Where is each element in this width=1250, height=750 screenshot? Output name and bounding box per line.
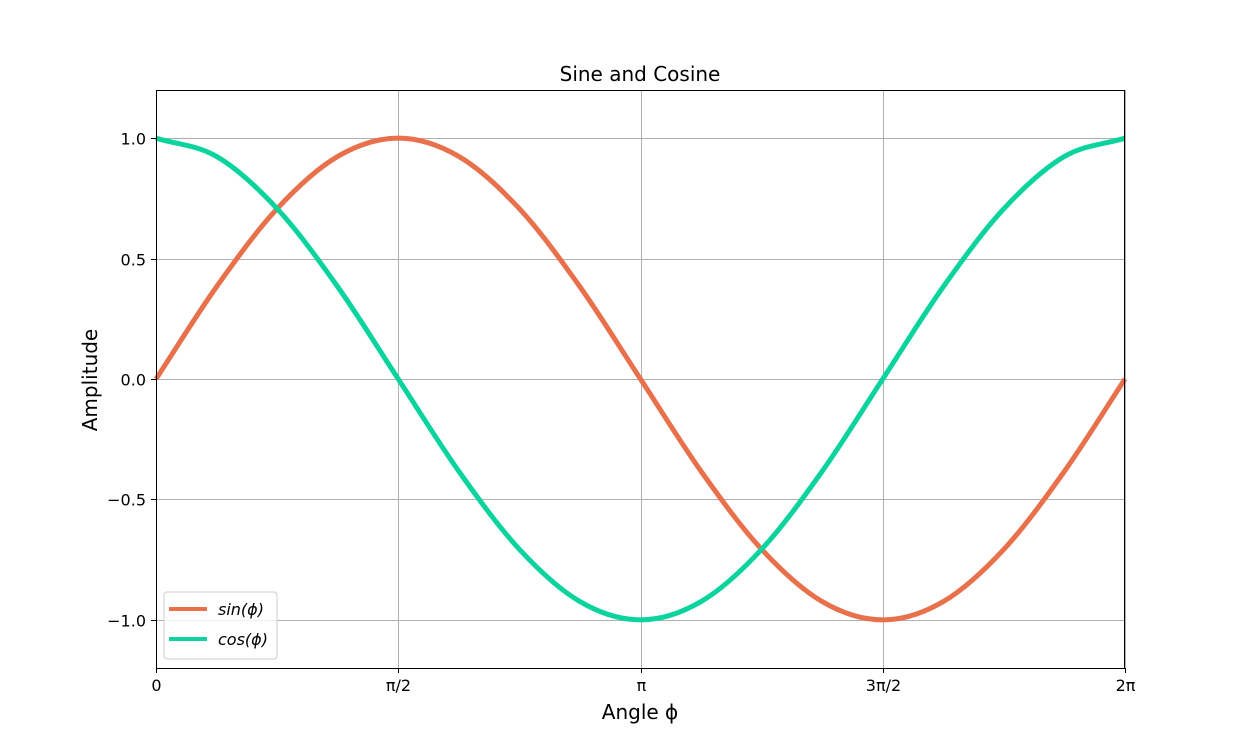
plot-frame [156,90,1125,669]
series-line-cos [155,135,1126,623]
series-lines [153,135,1128,623]
x-tick-label: π/2 [386,676,411,695]
y-tick-label: 0.5 [121,251,146,270]
y-tick-label: 1.0 [121,130,146,149]
chart-title: Sine and Cosine [560,62,721,86]
x-tick-label: 0 [151,676,161,695]
y-tick-label: 0.0 [121,371,146,390]
legend-label-cos: cos(ϕ) [218,630,268,649]
x-axis-label: Angle ϕ [602,700,678,724]
legend-label-sin: sin(ϕ) [218,600,264,619]
x-tick-label: 3π/2 [866,676,901,695]
tick-labels: 0 π/2 π 3π/2 2π 1.0 0.5 0.0 −0.5 −1.0 [107,130,1136,696]
y-tick-label: −1.0 [107,612,146,631]
x-tick-label: π [637,676,647,695]
y-axis-label: Amplitude [78,329,102,432]
y-tick-label: −0.5 [107,491,146,510]
x-tick-label: 2π [1116,676,1136,695]
series-line-sin [153,135,1128,623]
legend: sin(ϕ) cos(ϕ) [163,591,278,660]
axis-ticks [151,138,1126,673]
